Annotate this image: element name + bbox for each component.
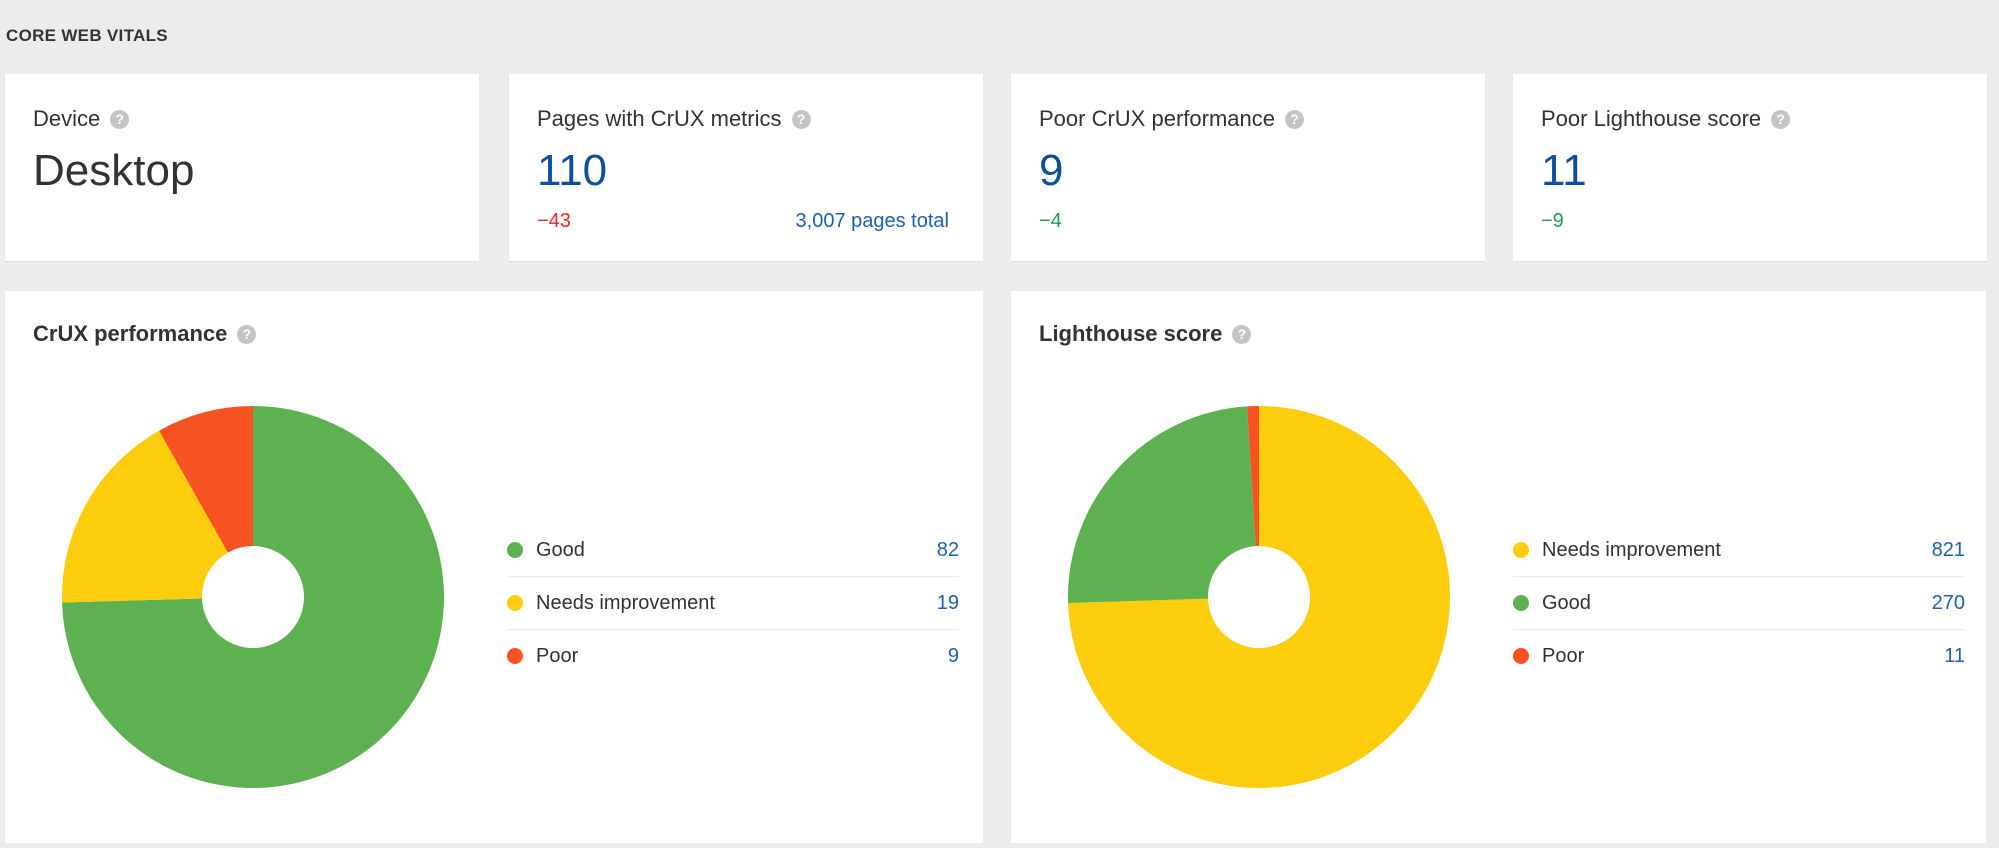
help-icon[interactable]: ?	[1232, 324, 1252, 344]
section-title: CORE WEB VITALS	[6, 26, 168, 45]
poor-crux-card: Poor CrUX performance? 9 −4	[1011, 74, 1485, 261]
card-label-text: Device	[33, 106, 101, 131]
card-label: Poor CrUX performance?	[1039, 106, 1304, 132]
card-label: Device?	[33, 106, 130, 132]
crux-donut-chart	[62, 406, 445, 788]
legend-value[interactable]: 82	[936, 538, 959, 561]
pages-total-link[interactable]: 3,007 pages total	[795, 210, 949, 232]
lighthouse-donut-chart	[1068, 406, 1450, 788]
pie-slice-good[interactable]	[1068, 406, 1256, 603]
card-delta: −9	[1541, 210, 1564, 232]
card-label-text: Poor Lighthouse score	[1541, 106, 1762, 131]
legend-dot-icon	[1513, 542, 1529, 558]
legend-label: Needs improvement	[536, 591, 715, 614]
legend-item[interactable]: Good 82	[507, 524, 959, 577]
card-label-text: Poor CrUX performance	[1039, 106, 1275, 131]
poor-lighthouse-card: Poor Lighthouse score? 11 −9	[1513, 74, 1987, 261]
pages-with-crux-card: Pages with CrUX metrics? 110 −43 3,007 p…	[509, 74, 983, 261]
chart-legend: Needs improvement 821 Good 270 Poor 11	[1513, 524, 1965, 682]
card-delta: −43	[537, 210, 571, 232]
legend-label: Good	[1542, 591, 1591, 614]
legend-label: Needs improvement	[1542, 538, 1721, 561]
legend-dot-icon	[507, 542, 523, 558]
pie-slice-needs-improvement[interactable]	[62, 430, 228, 603]
legend-dot-icon	[1513, 595, 1529, 611]
legend-value[interactable]: 19	[936, 591, 959, 614]
card-value[interactable]: 110	[537, 146, 608, 195]
legend-value[interactable]: 9	[947, 644, 959, 667]
legend-item[interactable]: Needs improvement 821	[1513, 524, 1965, 577]
help-icon[interactable]: ?	[1284, 109, 1304, 129]
device-value: Desktop	[33, 146, 195, 195]
device-card: Device? Desktop	[5, 74, 479, 261]
pie-slice-poor[interactable]	[1247, 406, 1259, 547]
legend-dot-icon	[507, 595, 523, 611]
card-label: Poor Lighthouse score?	[1541, 106, 1791, 132]
legend-value[interactable]: 821	[1931, 538, 1965, 561]
chart-legend: Good 82 Needs improvement 19 Poor 9	[507, 524, 959, 682]
crux-performance-panel: CrUX performance? Good 82 Needs improvemen…	[5, 291, 983, 843]
legend-item[interactable]: Needs improvement 19	[507, 577, 959, 630]
legend-value[interactable]: 11	[1944, 644, 1965, 667]
legend-item[interactable]: Poor 9	[507, 630, 959, 682]
card-delta: −4	[1039, 210, 1062, 232]
panel-title: Lighthouse score?	[1039, 321, 1252, 347]
help-icon[interactable]: ?	[110, 109, 130, 129]
card-value[interactable]: 9	[1039, 146, 1064, 195]
legend-item[interactable]: Good 270	[1513, 577, 1965, 630]
legend-dot-icon	[507, 648, 523, 664]
panel-title: CrUX performance?	[33, 321, 257, 347]
legend-label: Good	[536, 538, 585, 561]
panel-title-text: Lighthouse score	[1039, 321, 1223, 346]
help-icon[interactable]: ?	[791, 109, 811, 129]
help-icon[interactable]: ?	[1771, 109, 1791, 129]
card-label: Pages with CrUX metrics?	[537, 106, 811, 132]
lighthouse-score-panel: Lighthouse score? Needs improvement 821 Go…	[1011, 291, 1986, 843]
card-value[interactable]: 11	[1541, 146, 1587, 195]
card-label-text: Pages with CrUX metrics	[537, 106, 782, 131]
panel-title-text: CrUX performance	[33, 321, 228, 346]
pie-slice-good[interactable]	[62, 406, 445, 788]
legend-dot-icon	[1513, 648, 1529, 664]
legend-value[interactable]: 270	[1931, 591, 1965, 614]
pie-slice-poor[interactable]	[159, 406, 253, 553]
pie-slice-needs-improvement[interactable]	[1068, 406, 1450, 788]
legend-item[interactable]: Poor 11	[1513, 630, 1965, 682]
help-icon[interactable]: ?	[237, 324, 257, 344]
legend-label: Poor	[536, 644, 579, 667]
legend-label: Poor	[1542, 644, 1585, 667]
